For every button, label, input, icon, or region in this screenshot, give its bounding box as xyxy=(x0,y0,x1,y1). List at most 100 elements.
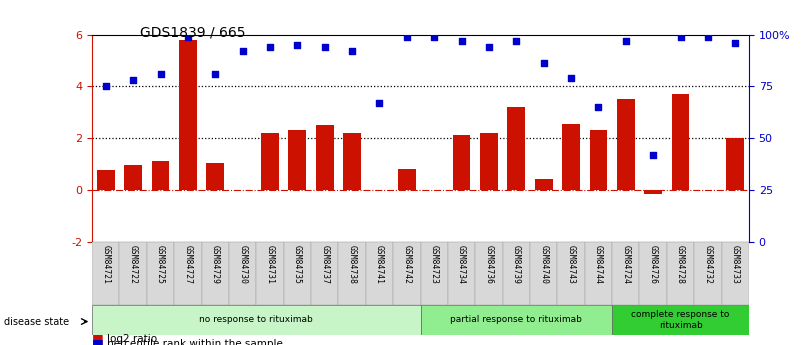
Bar xyxy=(92,305,421,335)
Bar xyxy=(694,241,722,305)
Point xyxy=(510,38,523,43)
Point xyxy=(154,71,167,77)
Bar xyxy=(398,169,416,190)
Bar xyxy=(119,241,147,305)
Bar xyxy=(612,241,639,305)
Bar xyxy=(507,107,525,190)
Point xyxy=(209,71,222,77)
Point xyxy=(646,152,659,157)
Text: GSM84726: GSM84726 xyxy=(649,245,658,284)
Text: disease state: disease state xyxy=(4,317,69,326)
Text: GSM84734: GSM84734 xyxy=(457,245,466,284)
Point xyxy=(264,44,276,50)
Text: partial response to rituximab: partial response to rituximab xyxy=(450,315,582,325)
Bar xyxy=(503,241,530,305)
Text: GSM84728: GSM84728 xyxy=(676,245,685,284)
Text: GSM84737: GSM84737 xyxy=(320,245,329,284)
Text: GSM84741: GSM84741 xyxy=(375,245,384,284)
Point xyxy=(428,34,441,39)
Text: GSM84733: GSM84733 xyxy=(731,245,740,284)
Point xyxy=(619,38,632,43)
Text: GSM84735: GSM84735 xyxy=(293,245,302,284)
Text: GSM84723: GSM84723 xyxy=(429,245,439,284)
Bar xyxy=(288,130,306,190)
Point xyxy=(592,104,605,110)
Bar xyxy=(147,241,175,305)
Point xyxy=(565,75,578,81)
Bar xyxy=(644,190,662,194)
Bar xyxy=(256,241,284,305)
Bar xyxy=(585,241,612,305)
Bar xyxy=(316,125,334,190)
Bar xyxy=(92,241,119,305)
Text: GSM84736: GSM84736 xyxy=(485,245,493,284)
Bar xyxy=(124,165,142,190)
Text: GSM84739: GSM84739 xyxy=(512,245,521,284)
Point xyxy=(318,44,331,50)
Bar xyxy=(612,305,749,335)
Point xyxy=(346,48,359,54)
Text: GSM84730: GSM84730 xyxy=(238,245,248,284)
Text: GSM84727: GSM84727 xyxy=(183,245,192,284)
Bar xyxy=(339,241,366,305)
Text: ■: ■ xyxy=(92,337,104,345)
Text: GSM84743: GSM84743 xyxy=(566,245,576,284)
Bar xyxy=(202,241,229,305)
Bar xyxy=(421,305,612,335)
Bar xyxy=(179,40,197,190)
Point xyxy=(291,42,304,48)
Bar xyxy=(722,241,749,305)
Text: GSM84729: GSM84729 xyxy=(211,245,219,284)
Bar xyxy=(261,133,279,190)
Bar xyxy=(590,130,607,190)
Bar xyxy=(393,241,421,305)
Text: percentile rank within the sample: percentile rank within the sample xyxy=(107,339,283,345)
Text: GSM84738: GSM84738 xyxy=(348,245,356,284)
Text: GSM84725: GSM84725 xyxy=(156,245,165,284)
Bar xyxy=(666,241,694,305)
Text: GSM84732: GSM84732 xyxy=(703,245,712,284)
Bar xyxy=(448,241,475,305)
Point xyxy=(400,34,413,39)
Point xyxy=(236,48,249,54)
Bar xyxy=(535,179,553,190)
Point xyxy=(99,83,112,89)
Text: no response to rituximab: no response to rituximab xyxy=(199,315,313,325)
Text: GSM84740: GSM84740 xyxy=(539,245,548,284)
Point xyxy=(674,34,687,39)
Point xyxy=(537,61,550,66)
Text: GSM84722: GSM84722 xyxy=(129,245,138,284)
Text: log2 ratio: log2 ratio xyxy=(107,334,157,344)
Bar xyxy=(617,99,634,190)
Point xyxy=(729,40,742,46)
Bar xyxy=(229,241,256,305)
Bar xyxy=(727,138,744,190)
Bar xyxy=(175,241,202,305)
Bar xyxy=(97,170,115,190)
Point xyxy=(373,100,386,106)
Text: ■: ■ xyxy=(92,332,104,345)
Text: complete response to
rituximab: complete response to rituximab xyxy=(631,310,730,330)
Point xyxy=(702,34,714,39)
Bar xyxy=(421,241,448,305)
Text: GSM84744: GSM84744 xyxy=(594,245,603,284)
Bar xyxy=(475,241,503,305)
Bar xyxy=(557,241,585,305)
Bar xyxy=(480,133,498,190)
Bar xyxy=(562,124,580,190)
Bar xyxy=(311,241,338,305)
Bar xyxy=(671,94,690,190)
Point xyxy=(455,38,468,43)
Bar xyxy=(639,241,666,305)
Text: GSM84731: GSM84731 xyxy=(265,245,275,284)
Text: GDS1839 / 665: GDS1839 / 665 xyxy=(140,26,246,40)
Bar xyxy=(207,162,224,190)
Bar xyxy=(530,241,557,305)
Bar xyxy=(343,133,361,190)
Point xyxy=(127,77,139,83)
Text: GSM84721: GSM84721 xyxy=(101,245,111,284)
Point xyxy=(182,34,195,39)
Point xyxy=(482,44,495,50)
Bar xyxy=(284,241,311,305)
Text: GSM84742: GSM84742 xyxy=(402,245,412,284)
